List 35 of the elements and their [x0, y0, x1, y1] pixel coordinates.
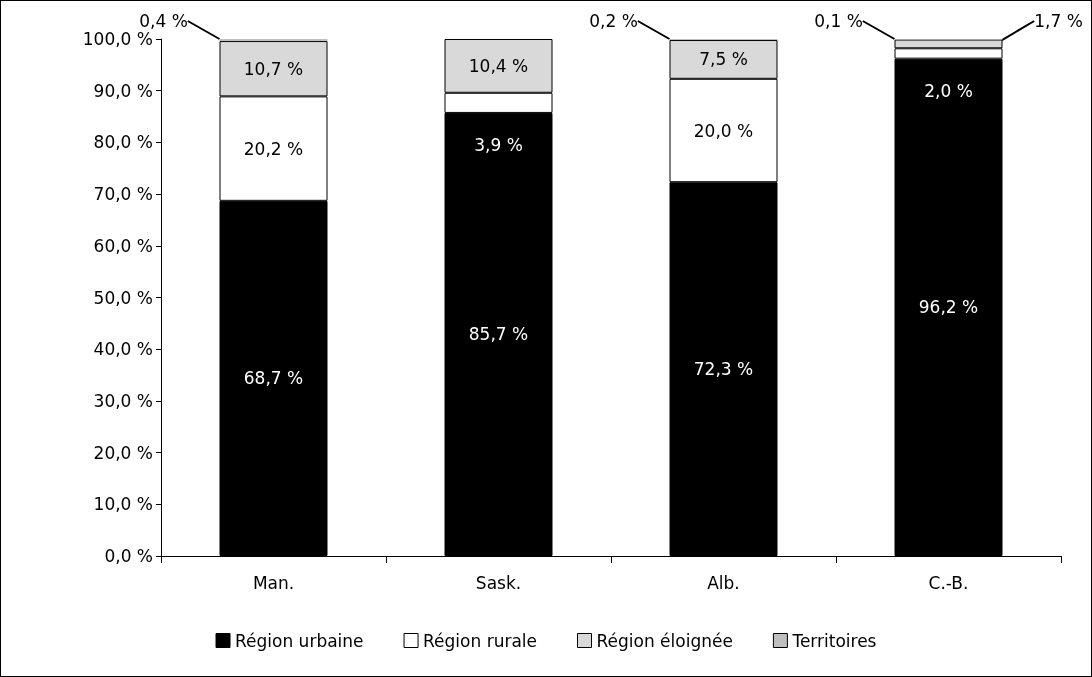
- data-label: 96,2 %: [918, 297, 979, 318]
- x-tick-label: Alb.: [707, 572, 740, 593]
- y-tick-label: 100,0 %: [82, 29, 153, 49]
- y-tick-label: 70,0 %: [93, 184, 153, 205]
- data-label: 0,2 %: [589, 11, 638, 31]
- data-label: 2,0 %: [924, 80, 973, 101]
- legend-label: Région éloignée: [596, 630, 733, 651]
- bar: [219, 39, 328, 42]
- y-tick-label: 40,0 %: [93, 339, 153, 360]
- legend-label: Région rurale: [423, 630, 538, 651]
- y-tick-label: 0,0 %: [104, 546, 153, 566]
- data-label: 0,4 %: [139, 11, 188, 31]
- data-label: 10,4 %: [468, 55, 529, 76]
- data-label: 1,7 %: [1034, 11, 1083, 31]
- legend-label: Territoires: [791, 630, 877, 651]
- data-label: 10,7 %: [243, 58, 304, 79]
- data-label: 20,2 %: [243, 138, 304, 159]
- data-label: 68,7 %: [243, 368, 304, 389]
- data-label: 3,9 %: [474, 134, 523, 155]
- data-label: 7,5 %: [699, 49, 748, 70]
- data-label: 0,1 %: [814, 11, 863, 31]
- y-tick-label: 80,0 %: [93, 132, 153, 153]
- y-tick-label: 90,0 %: [93, 80, 153, 101]
- y-tick-label: 10,0 %: [93, 494, 153, 515]
- y-tick-label: 30,0 %: [93, 390, 153, 411]
- legend-label: Région urbaine: [235, 630, 364, 651]
- data-label: 85,7 %: [468, 324, 529, 345]
- y-tick-label: 20,0 %: [93, 442, 153, 463]
- x-tick-label: Man.: [252, 572, 295, 593]
- data-label: 20,0 %: [693, 120, 754, 141]
- x-tick-label: Sask.: [475, 572, 522, 593]
- y-tick-label: 50,0 %: [93, 287, 153, 308]
- y-tick-label: 60,0 %: [93, 235, 153, 256]
- x-tick-label: C.-B.: [928, 572, 969, 593]
- data-label: 72,3 %: [693, 359, 754, 380]
